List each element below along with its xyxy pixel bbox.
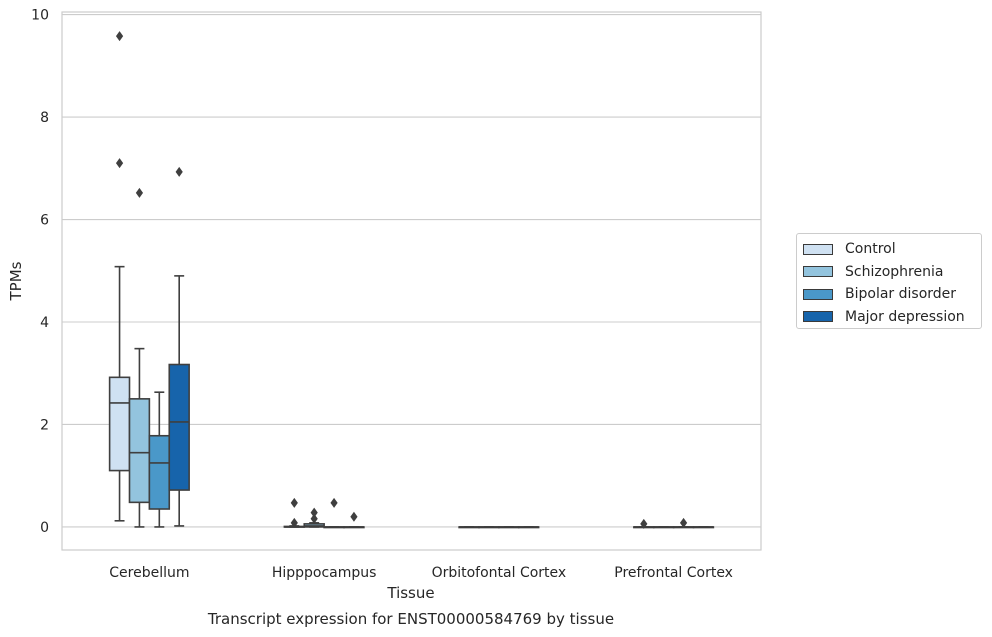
- y-tick-label-10: 10: [31, 8, 49, 24]
- outlier-hipppocampus-major-depression-0: [350, 511, 358, 522]
- box-prefrontal-cortex-schizophrenia: [652, 526, 675, 529]
- x-tick-label-prefrontal-cortex: Prefrontal Cortex: [614, 565, 733, 581]
- box-hipppocampus-major-depression: [343, 511, 365, 529]
- box-prefrontal-cortex-bipolar-disorder: [672, 517, 695, 529]
- legend-label-major-depression: Major depression: [845, 308, 965, 325]
- y-axis-ticks: 0 2 4 6 8 10: [31, 8, 49, 536]
- outlier-cerebellum-schizophrenia-0: [135, 187, 144, 198]
- iqr-box-cerebellum-control: [108, 376, 131, 472]
- outlier-cerebellum-major-depression-0: [175, 166, 183, 177]
- y-tick-label-0: 0: [40, 520, 49, 536]
- y-tick-label-4: 4: [40, 315, 49, 331]
- box-cerebellum-bipolar-disorder: [148, 391, 171, 528]
- legend-item-control: Control: [803, 238, 981, 261]
- y-tick-label-8: 8: [40, 110, 49, 126]
- x-tick-label-orbitofontal-cortex: Orbitofontal Cortex: [432, 565, 567, 581]
- legend: Control Schizophrenia Bipolar disorder M…: [796, 233, 982, 329]
- legend-item-major-depression: Major depression: [803, 306, 981, 329]
- chart-caption: Transcript expression for ENST0000058476…: [207, 610, 614, 628]
- iqr-box-cerebellum-schizophrenia: [128, 398, 151, 504]
- outlier-prefrontal-cortex-control-0: [640, 518, 648, 529]
- legend-swatch-major-depression: [803, 311, 833, 323]
- box-hipppocampus-control: [283, 497, 306, 528]
- iqr-box-cerebellum-major-depression: [168, 363, 190, 491]
- outlier-cerebellum-control-0: [115, 158, 124, 169]
- box-orbitofontal-cortex-control: [458, 526, 480, 529]
- x-tick-label-cerebellum: Cerebellum: [109, 565, 189, 581]
- legend-swatch-schizophrenia: [803, 266, 833, 278]
- box-orbitofontal-cortex-major-depression: [517, 526, 540, 529]
- outlier-cerebellum-control-1: [115, 31, 124, 42]
- outlier-hipppocampus-schizophrenia-0: [310, 513, 318, 524]
- legend-item-schizophrenia: Schizophrenia: [803, 261, 981, 284]
- legend-label-control: Control: [845, 241, 896, 258]
- legend-item-bipolar-disorder: Bipolar disorder: [803, 283, 981, 306]
- outlier-hipppocampus-bipolar-disorder-0: [330, 497, 338, 508]
- legend-swatch-bipolar-disorder: [803, 288, 833, 300]
- x-axis-label: Tissue: [386, 584, 434, 602]
- box-cerebellum-major-depression: [168, 166, 190, 527]
- x-axis-ticks: Cerebellum Hipppocampus Orbitofontal Corte…: [109, 565, 733, 581]
- box-prefrontal-cortex-major-depression: [692, 526, 715, 529]
- legend-label-bipolar-disorder: Bipolar disorder: [845, 286, 957, 303]
- box-groups: [108, 31, 715, 529]
- outlier-hipppocampus-schizophrenia-1: [310, 507, 318, 518]
- x-tick-label-hipppocampus: Hipppocampus: [272, 565, 377, 581]
- outlier-hipppocampus-control-0: [290, 517, 298, 528]
- y-tick-label-6: 6: [40, 213, 49, 229]
- box-orbitofontal-cortex-bipolar-disorder: [498, 526, 520, 529]
- y-tick-label-2: 2: [40, 417, 49, 433]
- y-axis-label: TPMs: [7, 261, 25, 301]
- box-cerebellum-control: [108, 31, 131, 522]
- legend-swatch-control: [803, 243, 833, 255]
- legend-label-schizophrenia: Schizophrenia: [845, 263, 944, 280]
- box-hipppocampus-schizophrenia: [303, 507, 325, 528]
- iqr-box-cerebellum-bipolar-disorder: [148, 434, 171, 510]
- outlier-prefrontal-cortex-bipolar-disorder-0: [679, 517, 688, 528]
- outlier-hipppocampus-control-1: [290, 497, 298, 508]
- box-orbitofontal-cortex-schizophrenia: [478, 526, 500, 529]
